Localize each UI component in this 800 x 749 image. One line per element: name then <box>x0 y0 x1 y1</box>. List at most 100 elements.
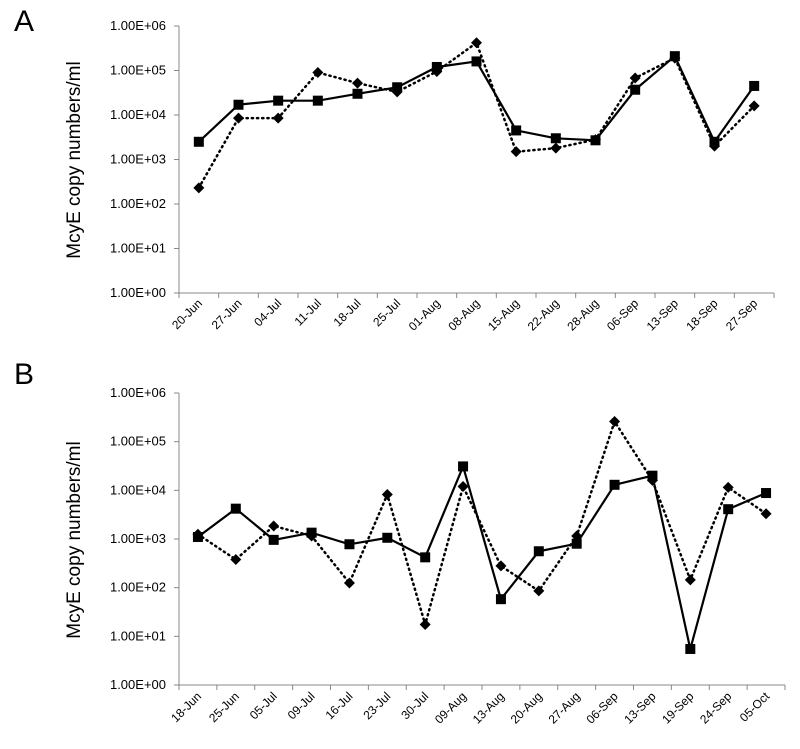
panel-b-series-square-point <box>495 594 506 605</box>
panel-a-series-diamond-point <box>352 77 363 89</box>
panel-b-series-diamond-point <box>609 415 621 427</box>
panel-b-series-diamond-point <box>381 489 393 501</box>
panel-b-series-square-point <box>420 552 431 563</box>
panel-a-series-diamond-point <box>510 146 522 158</box>
panel-b-xtick-label: 06-Sep <box>583 689 620 726</box>
panel-b-xtick-label: 19-Sep <box>659 689 696 726</box>
panel-a-xtick-label: 08-Aug <box>445 296 482 333</box>
panel-a-xtick-label: 28-Aug <box>564 296 601 333</box>
panel-b-series-diamond-point <box>495 560 507 572</box>
panel-a-series-diamond-point <box>748 100 760 112</box>
panel-a-series-square-point <box>352 88 363 99</box>
panel-a-series-square-point <box>233 99 244 110</box>
panel-b-series-square-point <box>571 538 582 549</box>
panel-a-series-square-point <box>669 51 680 62</box>
panel-a-series-square-point <box>431 61 442 72</box>
panel-b-ytick-label: 1.00E+03 <box>110 531 166 546</box>
panel-b-y-axis-title: McyE copy numbers/ml <box>64 441 85 638</box>
panel-b-series-diamond-point <box>684 574 696 586</box>
panel-a-series-diamond-point <box>471 37 482 49</box>
panel-b-xtick-label: 30-Jul <box>398 689 431 722</box>
panel-a-series-diamond-point <box>193 182 205 194</box>
panel-b-series-diamond-point <box>722 481 734 493</box>
panel-a-y-axis-title: McyE copy numbers/ml <box>64 61 85 258</box>
panel-a-xtick-label: 25-Jul <box>370 296 403 329</box>
panel-b-xtick-label: 18-Jun <box>168 689 204 725</box>
panel-b-series-square-point <box>761 488 772 499</box>
panel-a-series-diamond-point <box>272 112 284 124</box>
panel-b-series-square-point <box>647 470 658 481</box>
panel-b-ytick-label: 1.00E+01 <box>110 628 166 643</box>
panel-a-series-square-point <box>471 56 482 67</box>
panel-b-series-square-point <box>609 479 620 490</box>
panel-a-series-square-point <box>511 125 522 136</box>
panel-b-series-square-line <box>197 463 767 650</box>
panel-b-series-square-point <box>306 527 317 538</box>
panel-a-ytick-label: 1.00E+00 <box>110 285 166 300</box>
panel-b-xtick-label: 13-Sep <box>621 689 658 726</box>
panel-b-series-diamond-line <box>196 418 768 630</box>
panel-a-xtick-label: 20-Jun <box>169 296 205 332</box>
panel-a: A 1.00E+00 1.00E+01 1.00E+02 1.00E+03 1.00E+… <box>14 5 775 333</box>
panel-b-xtick-label: 05-Jul <box>247 689 280 722</box>
panel-a-xtick-label: 15-Aug <box>485 296 522 333</box>
panel-b-xtick-label: 16-Jul <box>323 689 356 722</box>
panel-b-ytick-label: 1.00E+06 <box>110 385 166 400</box>
panel-b-series-diamond-point <box>268 520 280 532</box>
panel-b-xtick-label: 20-Aug <box>508 689 545 726</box>
panel-b-series-square-point <box>533 546 544 557</box>
panel-a-xtick-label: 06-Sep <box>604 296 641 333</box>
panel-b-series-diamond-point <box>457 480 469 492</box>
panel-a-series-square-point <box>749 80 760 91</box>
panel-b-xtick-label: 24-Sep <box>697 689 734 726</box>
panel-a-xtick-label: 27-Sep <box>723 296 760 333</box>
panel-b-letter: B <box>14 358 34 391</box>
panel-a-series-square-point <box>312 95 323 106</box>
panel-a-xtick-label: 13-Sep <box>644 296 681 333</box>
panel-b-series-diamond-point <box>343 577 355 589</box>
panel-a-series-square-point <box>392 82 403 93</box>
panel-b-ytick-label: 1.00E+00 <box>110 677 166 692</box>
panel-b-series-square-point <box>723 504 734 515</box>
panel-a-series-square-point <box>273 95 284 106</box>
panel-b-xtick-label: 27-Aug <box>546 689 583 726</box>
panel-b-xtick-label: 25-Jun <box>206 689 242 725</box>
panel-b-series-square-point <box>268 534 279 545</box>
panel-b-ytick-label: 1.00E+02 <box>110 580 166 595</box>
panel-b-series-diamond-point <box>533 585 545 597</box>
panel-a-series-diamond-point <box>629 72 641 84</box>
panel-b-xtick-label: 09-Jul <box>285 689 318 722</box>
panel-a-series-square-point <box>550 133 561 144</box>
panel-a-xtick-label: 11-Jul <box>292 296 324 328</box>
panel-b-series-diamond-point <box>230 553 242 565</box>
panel-a-series-square-point <box>630 84 641 95</box>
panel-a-xtick-label: 18-Sep <box>683 296 720 333</box>
panel-a-xtick-label: 18-Jul <box>331 296 364 329</box>
panel-a-series-diamond-point <box>550 142 562 154</box>
panel-b-series-square-point <box>230 503 241 514</box>
panel-a-series-square-point <box>193 136 204 147</box>
panel-a-series-square-point <box>709 136 720 147</box>
panel-a-letter: A <box>14 5 34 38</box>
panel-b: B 1.00E+00 1.00E+01 1.00E+02 1.00E+03 1.00E+… <box>14 358 786 726</box>
panel-b-xtick-label: 23-Jul <box>360 689 393 722</box>
panel-a-ytick-label: 1.00E+02 <box>110 196 166 211</box>
panel-b-series-square-point <box>192 531 203 542</box>
panel-b-series-square-point <box>458 461 469 472</box>
panel-a-series-diamond-point <box>233 112 244 124</box>
panel-a-ytick-label: 1.00E+04 <box>110 107 166 122</box>
panel-a-series-diamond-point <box>312 67 324 79</box>
panel-a-ytick-label: 1.00E+01 <box>110 241 166 256</box>
panel-b-series-diamond-point <box>419 619 431 631</box>
panel-b-series-square-point <box>344 539 355 550</box>
panel-a-xtick-label: 01-Aug <box>406 296 443 333</box>
panel-b-xtick-label: 13-Aug <box>470 689 507 726</box>
panel-b-ytick-label: 1.00E+05 <box>110 434 166 449</box>
panel-a-xtick-label: 22-Aug <box>525 296 562 333</box>
panel-a-xtick-label: 27-Jun <box>209 296 245 332</box>
panel-b-ytick-label: 1.00E+04 <box>110 482 166 497</box>
panel-b-series-square-point <box>685 643 696 654</box>
panel-b-xtick-label: 05-Oct <box>737 689 773 725</box>
panel-a-xtick-label: 04-Jul <box>251 296 284 329</box>
